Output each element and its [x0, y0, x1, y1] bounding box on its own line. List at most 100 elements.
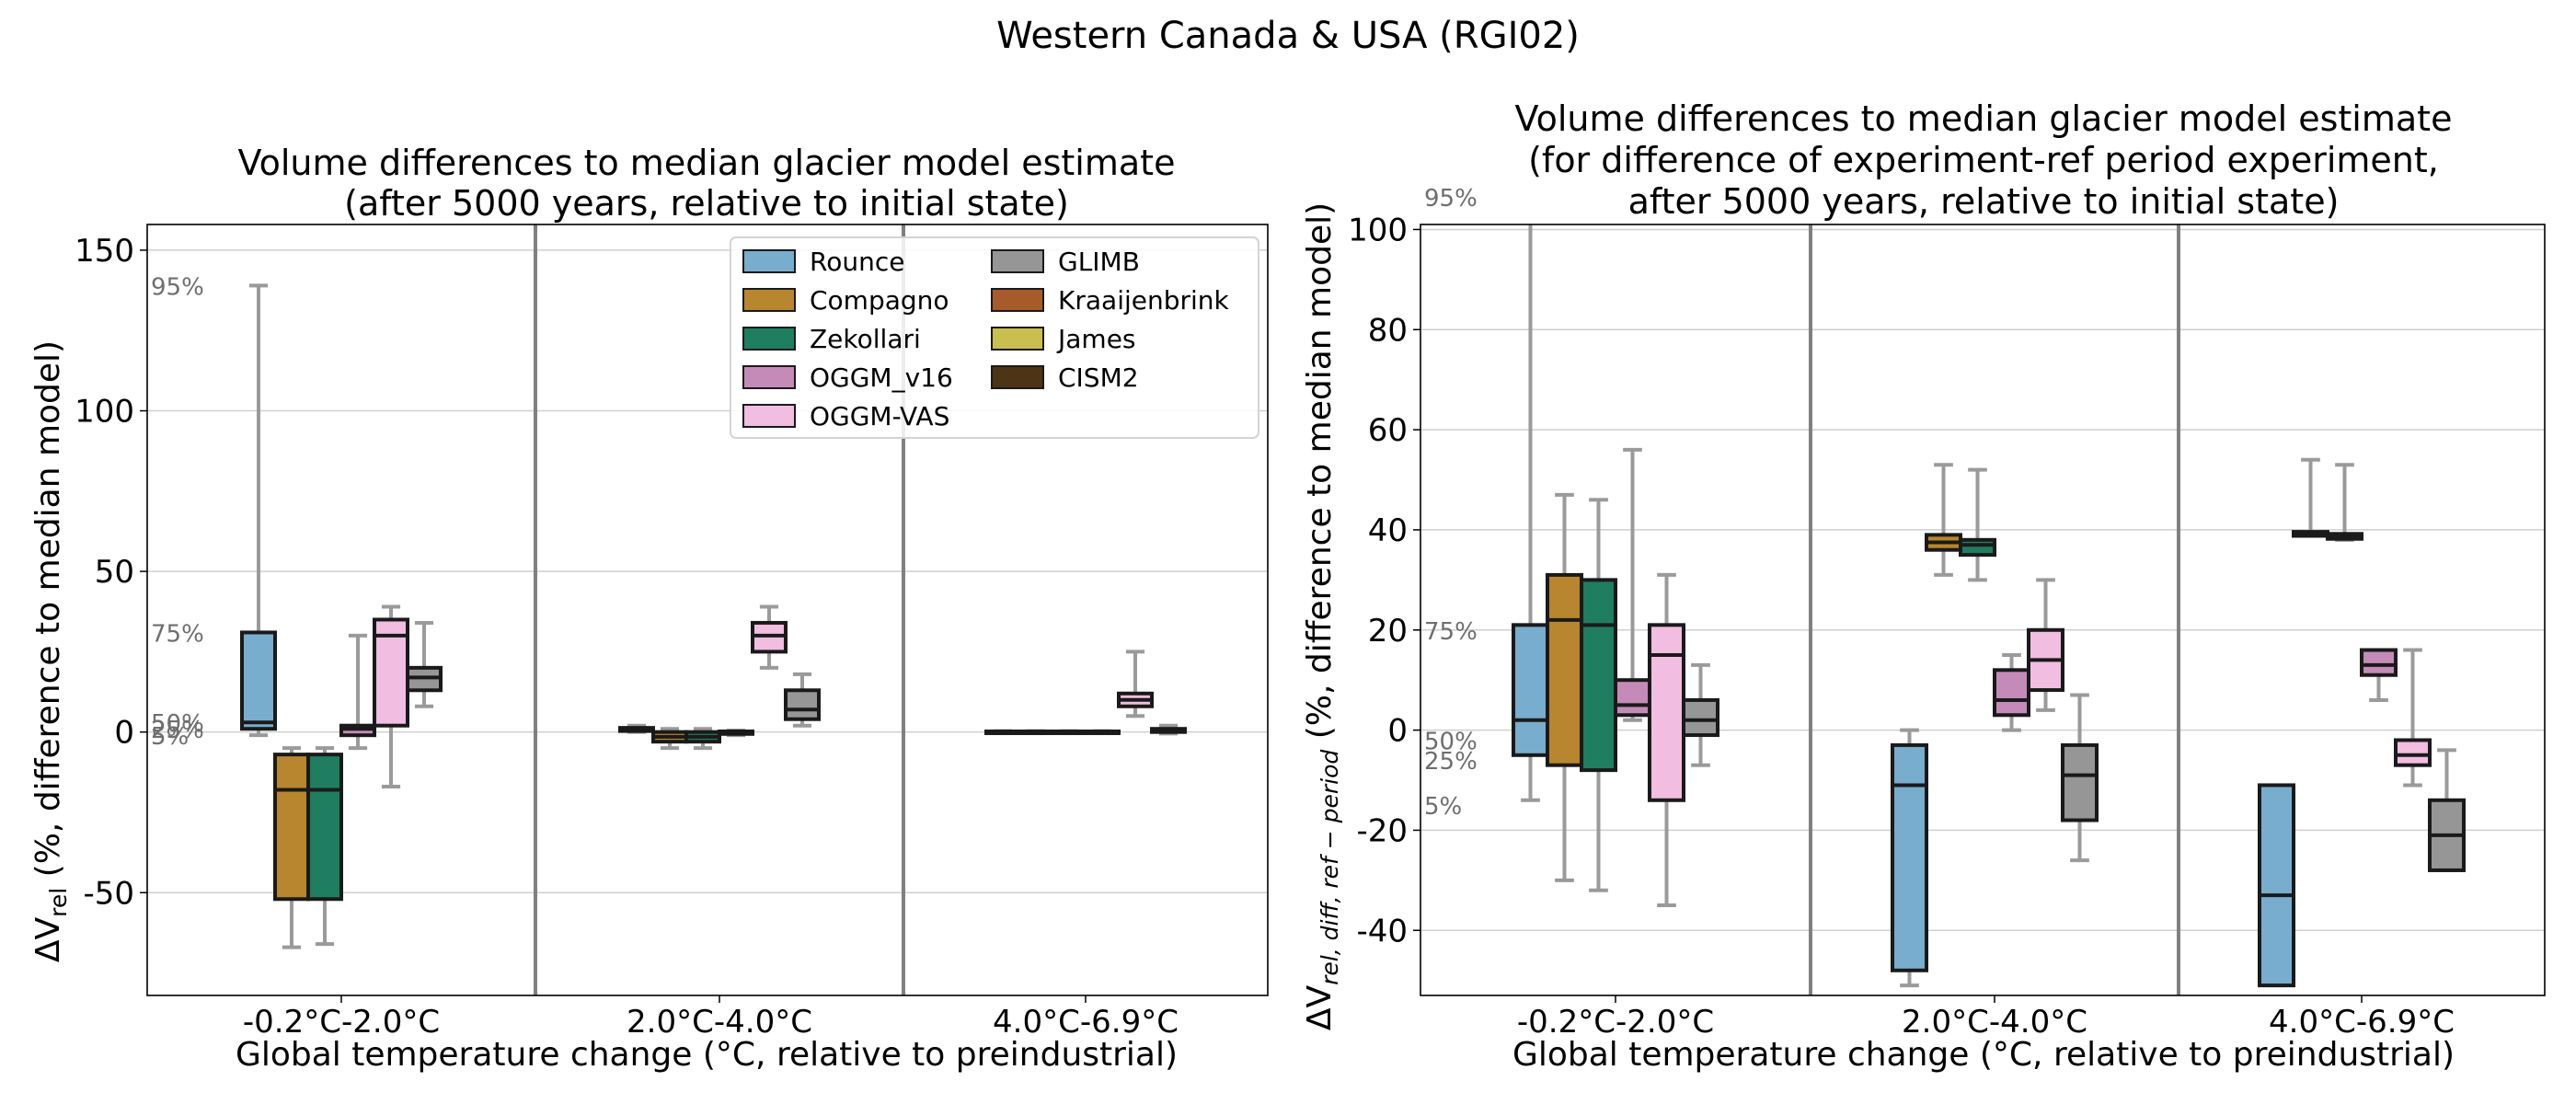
x-tick-label: 4.0°C-6.9°C — [993, 1004, 1179, 1041]
box-compagno — [651, 727, 688, 751]
box-zekollari — [684, 727, 721, 751]
box-oggm-v16 — [718, 728, 754, 738]
left-chart-title: Volume differences to median glacier mod… — [238, 143, 1176, 183]
y-tick-label: -20 — [1356, 812, 1408, 849]
legend-label: OGGM_v16 — [810, 362, 953, 393]
right-y-axis-label-main: ΔV — [1301, 985, 1339, 1031]
percentile-annotation: 25% — [1424, 748, 1478, 776]
legend-label: CISM2 — [1058, 362, 1139, 393]
percentile-annotation: 50% — [151, 710, 204, 738]
box-glimb — [1682, 662, 1719, 767]
legend-label: Kraaijenbrink — [1058, 285, 1230, 316]
y-tick-label: 20 — [1368, 613, 1408, 650]
box-oggm-vas — [1648, 572, 1685, 908]
x-tick-label: 2.0°C-4.0°C — [627, 1004, 812, 1041]
iqr-box — [1959, 537, 1996, 558]
box-rounce — [1512, 224, 1549, 802]
iqr-box — [1993, 668, 2030, 718]
y-tick-label: 100 — [75, 394, 134, 431]
left-y-axis-label-main: ΔV — [29, 916, 67, 962]
y-tick-label: 0 — [114, 715, 134, 752]
legend-swatch — [742, 327, 796, 351]
legend-label: Rounce — [810, 247, 904, 277]
y-tick-label: 100 — [1348, 212, 1408, 248]
box-zekollari — [2326, 463, 2363, 542]
y-tick-label: 150 — [75, 233, 134, 270]
box-oggm-v16 — [339, 633, 376, 751]
iqr-box — [784, 688, 821, 721]
box-zekollari — [1959, 467, 1996, 582]
iqr-box — [306, 753, 343, 902]
box-glimb — [2061, 693, 2099, 863]
iqr-box — [1546, 572, 1583, 767]
box-oggm-vas — [2394, 648, 2432, 788]
percentile-annotation: 75% — [1424, 618, 1478, 646]
legend-item-kraaijenbrink: Kraaijenbrink — [991, 285, 1230, 316]
left-panel: Volume differences to median glacier mod… — [29, 143, 1269, 1074]
box-compagno — [1546, 492, 1583, 882]
y-tick-label: 0 — [1387, 713, 1408, 750]
legend-item-zekollari: Zekollari — [742, 324, 921, 354]
legend-label: James — [1056, 324, 1136, 354]
y-tick-label: 40 — [1368, 512, 1408, 549]
box-oggm-v16 — [2360, 648, 2398, 702]
legend-label: GLIMB — [1058, 247, 1140, 277]
box-oggm-v16 — [1084, 729, 1121, 735]
iqr-box — [2394, 738, 2432, 767]
box-rounce — [618, 723, 655, 734]
percentile-annotation: 5% — [151, 723, 189, 751]
legend-swatch — [742, 365, 796, 389]
box-rounce — [240, 283, 277, 738]
box-zekollari — [1051, 729, 1087, 735]
box-oggm-vas — [751, 604, 788, 670]
legend-item-rounce: Rounce — [742, 247, 904, 277]
box-rounce — [1891, 728, 1928, 988]
left-y-axis-label: ΔVrel (%, difference to median model) — [29, 340, 72, 962]
iqr-box — [1891, 742, 1928, 972]
right-panel: Volume differences to median glacier mod… — [1301, 98, 2546, 1074]
box-compagno — [1925, 463, 1962, 577]
y-tick-label: -40 — [1356, 913, 1408, 949]
legend-item-oggm-v16: OGGM_v16 — [742, 362, 953, 393]
iqr-box — [1580, 578, 1617, 773]
box-zekollari — [1580, 498, 1617, 892]
legend-swatch — [991, 249, 1044, 273]
iqr-box — [240, 630, 277, 731]
percentile-annotation: 25% — [151, 717, 204, 744]
legend-label: Zekollari — [810, 324, 921, 354]
iqr-box — [1682, 697, 1719, 738]
percentile-annotation: 5% — [1424, 793, 1462, 821]
iqr-box — [2061, 742, 2099, 822]
box-oggm-vas — [2027, 578, 2064, 712]
legend-item-cism2: CISM2 — [991, 362, 1139, 393]
box-oggm-v16 — [1614, 447, 1651, 722]
right-chart-subtitle-2: after 5000 years, relative to initial st… — [1628, 181, 2340, 222]
percentile-annotation: 95% — [151, 273, 204, 301]
box-glimb — [784, 672, 821, 728]
legend: Rounce Compagno Zekollari OGGM_v16 OGGM-VAS G… — [730, 236, 1259, 439]
right-chart-title: Volume differences to median glacier mod… — [1515, 98, 2453, 139]
left-x-axis-label: Global temperature change (°C, relative … — [236, 1036, 1178, 1074]
box-rounce — [2258, 783, 2295, 988]
x-tick-label: -0.2°C-2.0°C — [243, 1004, 440, 1041]
y-tick-label: 80 — [1368, 312, 1408, 349]
box-rounce — [984, 729, 1021, 735]
box-glimb — [406, 620, 443, 708]
y-tick-label: 50 — [95, 554, 134, 591]
iqr-box — [1614, 678, 1651, 718]
legend-label: Compagno — [810, 285, 949, 316]
right-y-axis-label-rest: (%, difference to median model) — [1301, 202, 1339, 750]
iqr-box — [2360, 648, 2398, 677]
legend-swatch — [991, 288, 1044, 312]
x-tick-label: 2.0°C-4.0°C — [1902, 1004, 2087, 1041]
legend-swatch — [742, 404, 796, 428]
legend-item-james: James — [991, 324, 1136, 354]
box-compagno — [2292, 457, 2329, 538]
x-tick-label: -0.2°C-2.0°C — [1517, 1004, 1714, 1041]
x-tick-label: 4.0°C-6.9°C — [2269, 1004, 2455, 1041]
legend-label: OGGM-VAS — [810, 401, 949, 431]
legend-item-compagno: Compagno — [742, 285, 949, 316]
right-x-axis-label: Global temperature change (°C, relative … — [1512, 1036, 2455, 1074]
y-tick-label: -50 — [83, 875, 134, 912]
